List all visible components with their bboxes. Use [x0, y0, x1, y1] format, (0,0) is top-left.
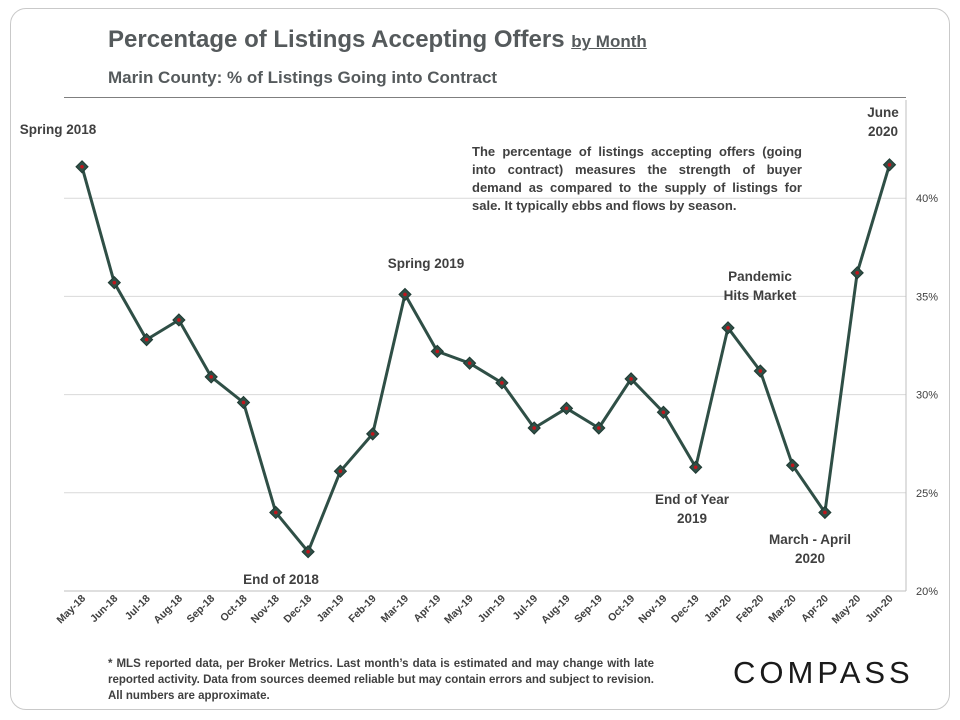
data-point-dot [758, 369, 763, 373]
chart-title: Percentage of Listings Accepting Offers … [108, 26, 647, 54]
annotation-label: 2020 [868, 124, 898, 139]
data-point-dot [177, 318, 181, 322]
x-tick-label: Mar-20 [766, 593, 799, 626]
data-point-dot [338, 469, 343, 473]
y-tick-label: 25% [916, 488, 938, 500]
data-point-dot [532, 426, 536, 430]
x-tick-label: Jun-20 [863, 593, 896, 626]
x-tick-label: Dec-19 [669, 593, 702, 626]
x-tick-label: Jun-18 [88, 593, 121, 626]
data-point-dot [241, 400, 246, 405]
data-point-dot [80, 164, 84, 169]
data-point-dot [403, 292, 407, 297]
y-tick-label: 20% [916, 586, 938, 598]
x-tick-label: Mar-19 [379, 593, 412, 626]
annotation-label: Spring 2019 [388, 256, 465, 271]
data-point-dot [629, 377, 633, 381]
series-line [80, 164, 891, 554]
y-tick-label: 35% [916, 291, 938, 303]
x-tick-label: Dec-18 [281, 593, 314, 626]
data-point-dot [209, 375, 213, 379]
compass-logo: COMPASS [733, 655, 914, 690]
chart-subtitle: Marin County: % of Listings Going into C… [108, 68, 498, 87]
x-tick-label: Jul-18 [123, 593, 153, 623]
x-tick-label: Oct-19 [606, 593, 638, 625]
annotation-label: 2019 [677, 511, 707, 526]
data-point-dot [467, 361, 472, 365]
x-tick-label: Jul-19 [510, 593, 540, 623]
y-tick-label: 30% [916, 390, 938, 402]
x-tick-label: Aug-18 [151, 593, 185, 627]
x-tick-label: May-20 [830, 593, 864, 627]
data-point-dot [306, 549, 310, 554]
x-tick-label: Nov-18 [249, 593, 282, 626]
data-point-dot [887, 163, 892, 167]
x-tick-label: May-18 [54, 593, 88, 627]
x-tick-label: Feb-19 [346, 593, 379, 626]
x-tick-label: Aug-19 [539, 593, 573, 627]
data-point-dot [370, 432, 375, 436]
data-point-dot [500, 381, 504, 385]
annotation-label: End of Year [655, 492, 730, 507]
annotation-label: June [867, 105, 899, 120]
annotation-label: Spring 2018 [20, 122, 97, 137]
x-tick-label: Jan-20 [702, 593, 734, 625]
x-tick-label: Nov-19 [636, 593, 669, 626]
x-tick-label: Oct-18 [218, 593, 250, 625]
title-divider [64, 97, 906, 98]
data-point-dot [597, 426, 601, 430]
annotation-label: March - April [769, 532, 851, 547]
data-point-dot [726, 326, 730, 330]
chart-title-suffix: by Month [571, 32, 647, 51]
annotation-label: End of 2018 [243, 572, 319, 587]
chart-frame [10, 8, 950, 710]
x-tick-label: Apr-20 [799, 593, 831, 625]
data-point-dot [693, 465, 698, 470]
data-point-dot [661, 410, 666, 415]
footnote: * MLS reported data, per Broker Metrics.… [108, 658, 654, 702]
chart-title-main: Percentage of Listings Accepting Offers [108, 26, 565, 53]
data-point-dot [790, 463, 795, 468]
annotation-label: Pandemic [728, 269, 792, 284]
data-point-dot [564, 406, 569, 411]
explanatory-note: The percentage of listings accepting off… [472, 144, 802, 213]
data-point-dot [112, 280, 117, 285]
data-point-dot [274, 510, 278, 515]
x-tick-label: Apr-19 [411, 593, 443, 625]
data-point-dot [823, 510, 827, 515]
x-tick-label: Jan-19 [315, 593, 347, 625]
x-tick-label: Sep-19 [572, 593, 605, 626]
annotation-label: 2020 [795, 551, 825, 566]
y-tick-label: 40% [916, 193, 938, 205]
data-point-dot [435, 349, 440, 354]
data-point-dot [144, 337, 149, 342]
x-tick-label: Feb-20 [734, 593, 767, 626]
x-tick-label: May-19 [442, 593, 476, 627]
x-tick-label: Jun-19 [476, 593, 509, 626]
annotation-label: Hits Market [724, 288, 797, 303]
data-point-dot [855, 271, 859, 275]
x-tick-label: Sep-18 [184, 593, 217, 626]
